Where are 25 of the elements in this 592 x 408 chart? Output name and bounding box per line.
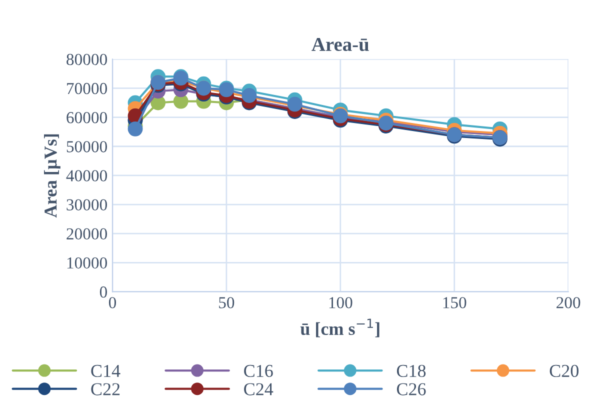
legend-label: C22 [91, 383, 120, 396]
y-tick-label: 0 [100, 286, 107, 298]
legend-label: C26 [396, 383, 426, 396]
y-axis-title: Area [µVs] [44, 134, 60, 218]
x-tick-label: 50 [219, 297, 234, 308]
y-tick-label: 70000 [67, 82, 107, 94]
y-tick-label: 80000 [66, 54, 107, 66]
point [128, 121, 143, 136]
legend-label: C14 [91, 364, 120, 378]
legend-label: C16 [244, 364, 273, 378]
x-tick-label: 0 [108, 297, 116, 308]
chart-title: Area-ū [312, 38, 369, 52]
legend-label: C18 [396, 364, 426, 378]
x-tick-label: 200 [556, 297, 580, 308]
legend-label: C24 [244, 383, 274, 396]
x-tick-label: 150 [443, 297, 466, 308]
legend-label: C20 [550, 364, 578, 378]
y-tick-label: 10000 [67, 257, 107, 269]
y-tick-label: 50000 [66, 141, 107, 152]
x-tick-label: 100 [329, 297, 352, 308]
y-tick-label: 60000 [66, 112, 107, 124]
y-tick-label: 20000 [66, 228, 107, 240]
y-tick-label: 40000 [66, 170, 107, 182]
y-tick-label: 30000 [66, 199, 107, 210]
x-axis-title: ū [cm s$^{−1}$] [300, 318, 380, 338]
